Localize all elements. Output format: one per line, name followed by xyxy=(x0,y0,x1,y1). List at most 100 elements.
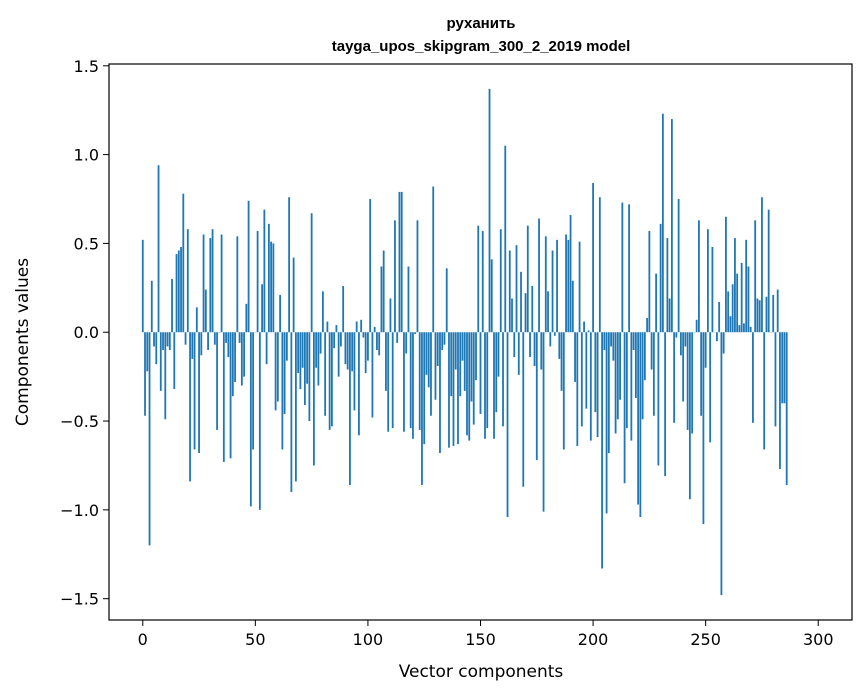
bar-273 xyxy=(756,298,759,333)
bar-207 xyxy=(607,332,610,454)
bar-125 xyxy=(423,332,426,445)
bar-161 xyxy=(504,145,507,333)
bar-215 xyxy=(625,332,628,429)
bar-275 xyxy=(761,197,763,333)
bar-260 xyxy=(727,291,730,333)
bar-259 xyxy=(725,216,727,333)
y-tick-label: 0.5 xyxy=(74,234,99,253)
bar-172 xyxy=(529,332,531,358)
bar-151 xyxy=(481,230,484,333)
bar-3 xyxy=(148,332,151,546)
bar-282 xyxy=(776,289,779,333)
bar-153 xyxy=(486,332,489,429)
bar-83 xyxy=(328,332,331,430)
bar-253 xyxy=(711,246,714,333)
bar-229 xyxy=(657,332,660,466)
bar-93 xyxy=(351,332,354,372)
bar-99 xyxy=(364,332,367,374)
bar-135 xyxy=(445,268,448,333)
bar-43 xyxy=(238,332,241,343)
chart-subtitle: tayga_upos_skipgram_300_2_2019 model xyxy=(332,38,631,55)
bar-265 xyxy=(738,325,741,333)
bar-58 xyxy=(272,243,275,333)
bar-176 xyxy=(538,218,540,333)
bar-235 xyxy=(670,119,673,333)
bar-228 xyxy=(655,273,658,333)
bar-149 xyxy=(477,225,480,333)
bar-193 xyxy=(576,332,579,446)
bar-30 xyxy=(209,238,212,333)
bar-139 xyxy=(454,332,457,370)
bar-142 xyxy=(461,332,464,361)
x-axis-label: Vector components xyxy=(399,662,564,682)
bar-13 xyxy=(171,278,173,333)
bar-18 xyxy=(182,193,185,333)
x-tick-label: 150 xyxy=(465,630,496,649)
bar-183 xyxy=(553,332,556,336)
bar-47 xyxy=(247,200,250,333)
bar-267 xyxy=(743,323,745,333)
bar-239 xyxy=(679,332,682,356)
bar-274 xyxy=(758,300,761,333)
bar-199 xyxy=(589,332,592,441)
bar-72 xyxy=(303,332,306,406)
bar-91 xyxy=(346,332,349,370)
bar-281 xyxy=(774,332,777,427)
bar-188 xyxy=(565,234,567,333)
bar-92 xyxy=(349,332,351,485)
bar-141 xyxy=(459,332,462,397)
bar-117 xyxy=(405,332,408,354)
bar-167 xyxy=(517,332,520,375)
bar-268 xyxy=(745,239,748,333)
bar-192 xyxy=(574,332,576,382)
bar-243 xyxy=(688,332,691,500)
bar-164 xyxy=(511,298,513,333)
bar-64 xyxy=(285,332,288,361)
bar-109 xyxy=(387,332,390,432)
chart-title: руханить xyxy=(446,15,515,32)
bar-170 xyxy=(524,293,527,333)
bar-147 xyxy=(472,332,475,425)
bar-131 xyxy=(436,332,439,366)
bar-95 xyxy=(355,321,358,333)
bar-80 xyxy=(321,291,324,333)
bar-180 xyxy=(547,291,549,333)
bar-69 xyxy=(297,332,300,374)
bar-162 xyxy=(506,332,509,517)
bar-184 xyxy=(556,239,558,333)
bar-202 xyxy=(596,332,599,438)
bar-86 xyxy=(335,325,338,333)
bar-246 xyxy=(695,319,698,333)
bar-283 xyxy=(779,332,781,470)
bar-108 xyxy=(385,332,387,391)
bar-237 xyxy=(675,332,678,338)
bar-157 xyxy=(495,332,498,413)
bar-144 xyxy=(466,332,468,436)
bar-146 xyxy=(470,332,473,402)
bar-89 xyxy=(342,286,345,333)
bar-21 xyxy=(189,332,191,482)
bar-32 xyxy=(213,332,216,345)
bar-168 xyxy=(520,271,522,333)
bar-154 xyxy=(488,88,491,333)
bar-112 xyxy=(394,220,396,333)
bar-17 xyxy=(180,246,182,333)
bar-205 xyxy=(603,332,606,350)
bar-67 xyxy=(292,257,295,333)
bar-270 xyxy=(749,326,752,333)
bar-114 xyxy=(398,191,401,333)
bar-252 xyxy=(709,332,712,443)
bar-132 xyxy=(439,332,441,454)
bar-15 xyxy=(175,254,178,333)
bar-256 xyxy=(718,302,721,333)
bar-105 xyxy=(378,332,381,356)
bar-121 xyxy=(414,332,417,335)
bar-73 xyxy=(306,332,309,384)
bar-0 xyxy=(141,239,144,333)
bar-5 xyxy=(153,332,155,347)
bar-4 xyxy=(150,280,153,333)
x-tick-label: 200 xyxy=(578,630,609,649)
bar-271 xyxy=(752,332,754,423)
bar-134 xyxy=(443,332,446,345)
